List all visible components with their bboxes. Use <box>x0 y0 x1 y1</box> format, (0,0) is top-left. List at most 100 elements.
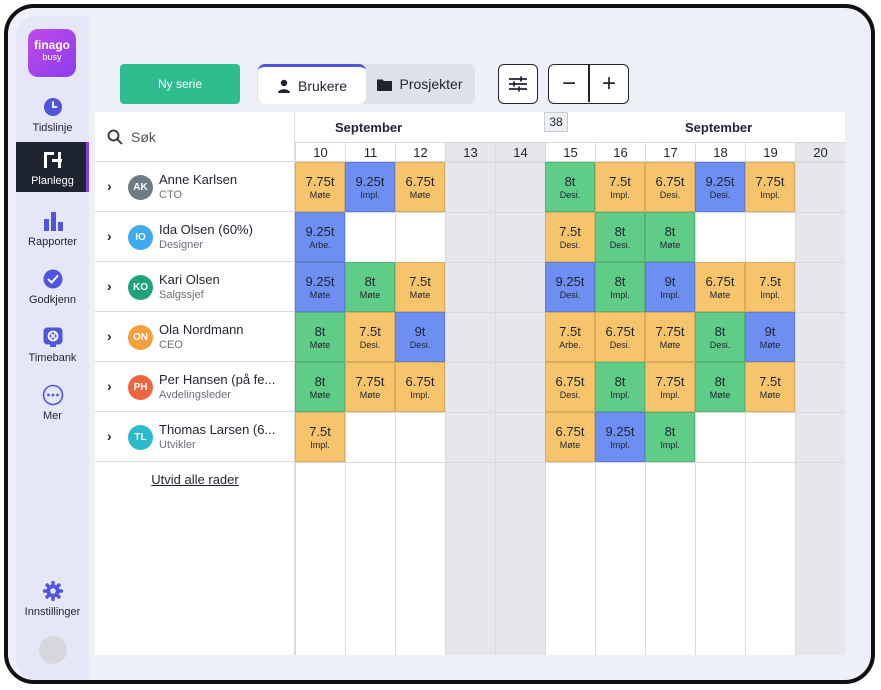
time-entry-cell[interactable]: 8t Desi. <box>695 312 745 362</box>
nav-label: Godkjenn <box>28 294 77 306</box>
chevron-right-icon[interactable]: › <box>107 178 112 194</box>
nav-item-innstillinger[interactable]: Innstillinger <box>16 576 89 624</box>
time-entry-cell[interactable]: 7.5t Møte <box>745 362 795 412</box>
time-entry-cell[interactable]: 8t Møte <box>645 212 695 262</box>
expand-all-link[interactable]: Utvid alle rader <box>151 472 239 487</box>
time-entry-cell[interactable]: 6.75t Desi. <box>595 312 645 362</box>
nav-item-planlegg[interactable]: Planlegg <box>16 142 89 192</box>
chevron-right-icon[interactable]: › <box>107 278 112 294</box>
time-entry-cell[interactable]: 8t Impl. <box>595 362 645 412</box>
time-entry-cell[interactable]: 8t Møte <box>345 262 395 312</box>
logo-line1: finago <box>34 38 70 52</box>
bar-chart-icon <box>43 212 63 231</box>
logo-line2: busy <box>42 52 62 62</box>
nav-item-rapporter[interactable]: Rapporter <box>16 206 89 254</box>
hours-value: 7.75t <box>755 174 785 189</box>
tab-projects[interactable]: Prosjekter <box>366 64 474 104</box>
activity-type: Møte <box>709 390 731 400</box>
activity-type: Desi. <box>609 240 631 250</box>
time-entry-cell[interactable]: 6.75t Møte <box>545 412 595 462</box>
person-row[interactable]: › IO Ida Olsen (60%) Designer <box>95 212 295 262</box>
time-entry-cell[interactable]: 6.75t Desi. <box>645 162 695 212</box>
time-entry-cell[interactable]: 8t Møte <box>295 312 345 362</box>
day-column[interactable] <box>795 162 845 655</box>
nav-item-godkjenn[interactable]: Godkjenn <box>16 264 89 312</box>
day-header: 20 <box>795 142 845 162</box>
zoom-out-button[interactable]: − <box>561 69 576 97</box>
person-row[interactable]: › ON Ola Nordmann CEO <box>95 312 295 362</box>
person-row[interactable]: › TL Thomas Larsen (6... Utvikler <box>95 412 295 462</box>
hours-value: 8t <box>714 324 726 339</box>
time-entry-cell[interactable]: 8t Desi. <box>595 212 645 262</box>
filter-button[interactable] <box>498 64 538 104</box>
chevron-right-icon[interactable]: › <box>107 328 112 344</box>
nav-item-tidslinje[interactable]: Tidslinje <box>16 90 89 138</box>
time-entry-cell[interactable]: 9.25t Desi. <box>545 262 595 312</box>
nav-item-timebank[interactable]: Timebank <box>16 322 89 370</box>
time-entry-cell[interactable]: 7.5t Impl. <box>295 412 345 462</box>
user-avatar[interactable] <box>39 636 67 664</box>
time-entry-cell[interactable]: 7.75t Møte <box>645 312 695 362</box>
hours-value: 7.5t <box>359 324 381 339</box>
time-entry-cell[interactable]: 7.5t Desi. <box>545 212 595 262</box>
time-entry-cell[interactable]: 9.25t Desi. <box>695 162 745 212</box>
activity-type: Møte <box>309 190 331 200</box>
time-entry-cell[interactable]: 8t Desi. <box>545 162 595 212</box>
time-entry-cell[interactable]: 8t Møte <box>295 362 345 412</box>
zoom-control: − + <box>548 64 629 104</box>
time-entry-cell[interactable]: 9.25t Impl. <box>595 412 645 462</box>
time-entry-cell[interactable]: 7.5t Impl. <box>595 162 645 212</box>
search-box[interactable]: Søk <box>95 112 295 162</box>
finago-busy-logo[interactable]: finago busy <box>28 29 76 77</box>
hours-value: 6.75t <box>405 374 435 389</box>
time-entry-cell[interactable]: 7.5t Møte <box>395 262 445 312</box>
activity-type: Impl. <box>660 390 680 400</box>
day-column[interactable] <box>495 162 545 655</box>
time-entry-cell[interactable]: 9.25t Impl. <box>345 162 395 212</box>
chevron-right-icon[interactable]: › <box>107 378 112 394</box>
tab-users[interactable]: Brukere <box>258 64 366 104</box>
day-header: 18 <box>695 142 745 162</box>
time-entry-cell[interactable]: 7.5t Arbe. <box>545 312 595 362</box>
time-entry-cell[interactable]: 6.75t Møte <box>395 162 445 212</box>
hours-value: 8t <box>664 424 676 439</box>
new-series-button[interactable]: Ny serie <box>120 64 240 104</box>
avatar: IO <box>128 225 153 250</box>
day-column[interactable] <box>445 162 495 655</box>
chevron-right-icon[interactable]: › <box>107 228 112 244</box>
time-entry-cell[interactable]: 6.75t Impl. <box>395 362 445 412</box>
time-entry-cell[interactable]: 9.25t Møte <box>295 262 345 312</box>
zoom-in-button[interactable]: + <box>601 69 616 97</box>
hours-value: 8t <box>614 374 626 389</box>
time-entry-cell[interactable]: 7.5t Desi. <box>345 312 395 362</box>
person-row[interactable]: › PH Per Hansen (på fe... Avdelingsleder <box>95 362 295 412</box>
person-name: Kari Olsen <box>159 272 220 287</box>
time-entry-cell[interactable]: 9t Desi. <box>395 312 445 362</box>
hours-value: 9.25t <box>555 274 585 289</box>
time-entry-cell[interactable]: 8t Impl. <box>645 412 695 462</box>
time-entry-cell[interactable]: 8t Møte <box>695 362 745 412</box>
time-entry-cell[interactable]: 7.75t Impl. <box>645 362 695 412</box>
time-entry-cell[interactable]: 7.75t Impl. <box>745 162 795 212</box>
time-entry-cell[interactable]: 9.25t Arbe. <box>295 212 345 262</box>
person-row[interactable]: › AK Anne Karlsen CTO <box>95 162 295 212</box>
time-entry-cell[interactable]: 9t Impl. <box>645 262 695 312</box>
person-row[interactable]: › KO Kari Olsen Salgssjef <box>95 262 295 312</box>
day-header: 19 <box>745 142 795 162</box>
time-entry-cell[interactable]: 6.75t Møte <box>695 262 745 312</box>
chevron-right-icon[interactable]: › <box>107 428 112 444</box>
hours-value: 8t <box>314 324 326 339</box>
time-entry-cell[interactable]: 7.75t Møte <box>295 162 345 212</box>
time-entry-cell[interactable]: 7.75t Møte <box>345 362 395 412</box>
nav-label: Planlegg <box>31 175 74 187</box>
time-entry-cell[interactable]: 6.75t Desi. <box>545 362 595 412</box>
day-header: 17 <box>645 142 695 162</box>
sliders-icon <box>509 76 527 92</box>
nav-item-mer[interactable]: Mer <box>16 380 89 428</box>
day-header: 11 <box>345 142 395 162</box>
month-label-right: September <box>685 120 753 135</box>
time-entry-cell[interactable]: 7.5t Impl. <box>745 262 795 312</box>
time-entry-cell[interactable]: 9t Møte <box>745 312 795 362</box>
time-entry-cell[interactable]: 8t Impl. <box>595 262 645 312</box>
hours-value: 8t <box>564 174 576 189</box>
